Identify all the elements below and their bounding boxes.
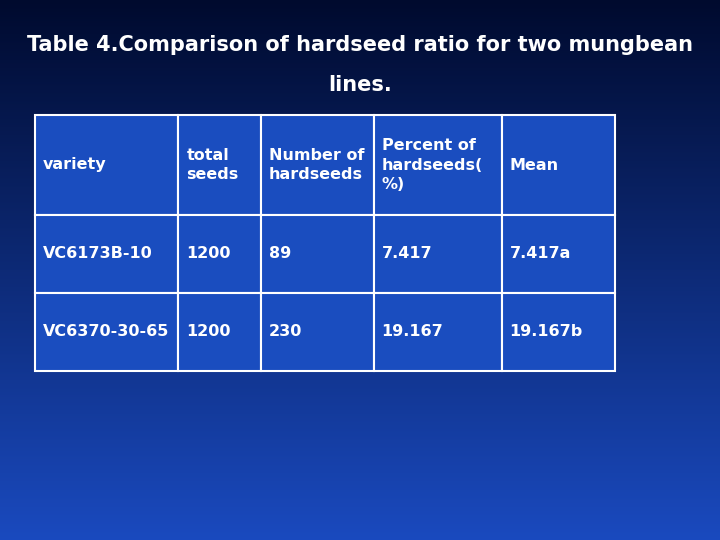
Text: Table 4.Comparison of hardseed ratio for two mungbean: Table 4.Comparison of hardseed ratio for… xyxy=(27,35,693,55)
Bar xyxy=(179,215,261,293)
Bar xyxy=(261,215,374,293)
Text: 19.167b: 19.167b xyxy=(510,325,583,340)
Text: lines.: lines. xyxy=(328,75,392,95)
Bar xyxy=(261,293,374,371)
Text: Mean: Mean xyxy=(510,158,559,172)
Text: variety: variety xyxy=(43,158,107,172)
Text: 19.167: 19.167 xyxy=(382,325,444,340)
Bar xyxy=(179,115,261,215)
Text: total
seeds: total seeds xyxy=(186,147,238,183)
Bar xyxy=(502,293,614,371)
Text: 7.417: 7.417 xyxy=(382,246,432,261)
Bar xyxy=(179,293,261,371)
Bar xyxy=(35,293,179,371)
Text: 7.417a: 7.417a xyxy=(510,246,571,261)
Bar xyxy=(502,115,614,215)
Text: 230: 230 xyxy=(269,325,302,340)
Bar xyxy=(35,215,179,293)
Text: VC6370-30-65: VC6370-30-65 xyxy=(43,325,169,340)
Text: 1200: 1200 xyxy=(186,246,231,261)
Bar xyxy=(261,115,374,215)
Text: Percent of
hardseeds(
%): Percent of hardseeds( %) xyxy=(382,138,483,192)
Text: 1200: 1200 xyxy=(186,325,231,340)
Bar xyxy=(374,215,502,293)
Bar xyxy=(502,215,614,293)
Bar xyxy=(374,293,502,371)
Text: Number of
hardseeds: Number of hardseeds xyxy=(269,147,364,183)
Text: 89: 89 xyxy=(269,246,291,261)
Text: VC6173B-10: VC6173B-10 xyxy=(43,246,153,261)
Bar xyxy=(35,115,179,215)
Bar xyxy=(374,115,502,215)
